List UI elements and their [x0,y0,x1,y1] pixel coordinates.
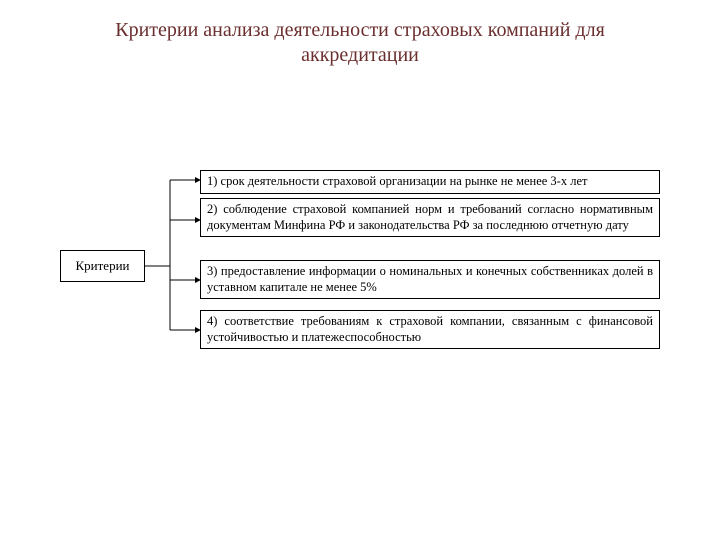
slide-title: Критерии анализа деятельности страховых … [0,18,720,68]
criteria-item-2: 2) соблюдение страховой компанией норм и… [200,198,660,237]
slide: Критерии анализа деятельности страховых … [0,0,720,540]
criteria-item-3: 3) предоставление информации о номинальн… [200,260,660,299]
criteria-item-1: 1) срок деятельности страховой организац… [200,170,660,194]
criteria-diagram: Критерии 1) срок деятельности страховой … [60,160,660,380]
root-node: Критерии [60,250,145,282]
criteria-item-4: 4) соответствие требованиям к страховой … [200,310,660,349]
